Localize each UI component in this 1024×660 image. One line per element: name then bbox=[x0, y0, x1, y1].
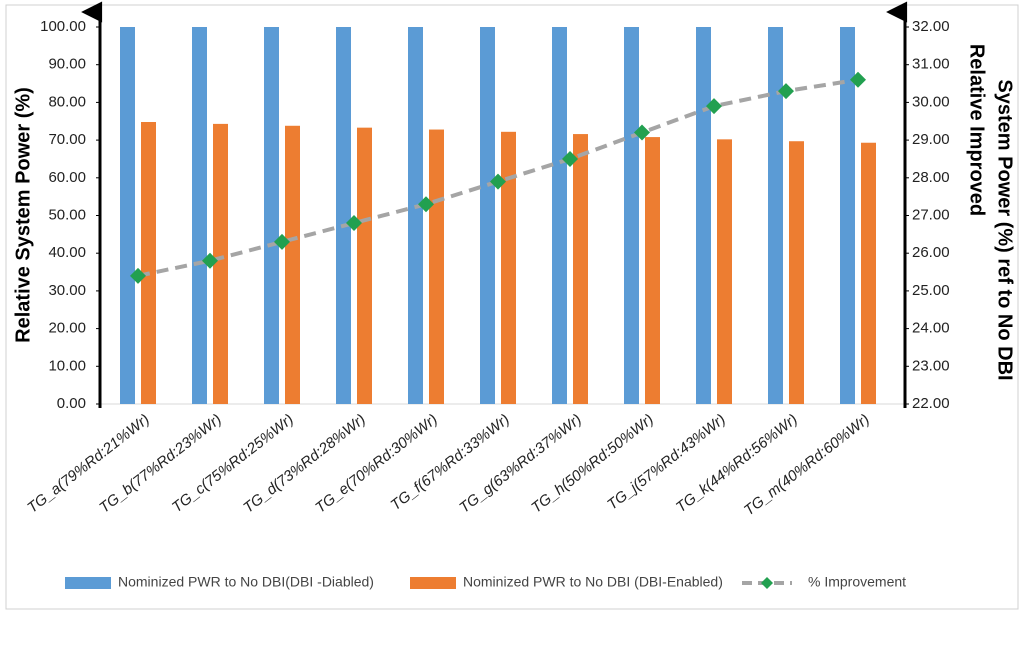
bar bbox=[861, 142, 876, 404]
y2-tick-label: 22.00 bbox=[912, 395, 950, 412]
marker bbox=[778, 83, 794, 100]
bar bbox=[768, 27, 783, 404]
y2-axis-title: Relative Improved bbox=[966, 44, 988, 216]
bar bbox=[408, 27, 423, 404]
bar bbox=[552, 27, 567, 404]
bar bbox=[501, 131, 516, 404]
y-tick-label: 60.00 bbox=[48, 169, 86, 186]
y-tick-label: 100.00 bbox=[40, 18, 86, 35]
y-tick-label: 70.00 bbox=[48, 131, 86, 148]
bar bbox=[213, 123, 228, 404]
marker bbox=[130, 267, 146, 284]
y2-tick-label: 25.00 bbox=[912, 282, 950, 299]
bar bbox=[264, 27, 279, 404]
y2-tick-label: 30.00 bbox=[912, 93, 950, 110]
y2-tick-label: 23.00 bbox=[912, 357, 950, 374]
bar bbox=[624, 27, 639, 404]
bar bbox=[573, 134, 588, 404]
marker bbox=[490, 173, 506, 190]
bar bbox=[429, 129, 444, 404]
y2-tick-label: 27.00 bbox=[912, 206, 950, 223]
y-tick-label: 80.00 bbox=[48, 93, 86, 110]
marker bbox=[706, 98, 722, 115]
y-tick-label: 10.00 bbox=[48, 357, 86, 374]
legend-swatch bbox=[65, 577, 111, 589]
marker bbox=[850, 71, 866, 88]
marker bbox=[202, 252, 218, 269]
bar bbox=[285, 125, 300, 405]
y-tick-label: 90.00 bbox=[48, 56, 86, 73]
y2-tick-label: 29.00 bbox=[912, 131, 950, 148]
legend-marker bbox=[761, 577, 773, 589]
bar bbox=[192, 27, 207, 404]
y-tick-label: 20.00 bbox=[48, 320, 86, 337]
y-axis-title: Relative System Power (%) bbox=[12, 87, 34, 343]
bar bbox=[717, 139, 732, 404]
legend-swatch bbox=[410, 577, 456, 589]
legend-label: % Improvement bbox=[808, 574, 906, 590]
bar bbox=[141, 122, 156, 404]
y2-tick-label: 24.00 bbox=[912, 320, 950, 337]
y-tick-label: 40.00 bbox=[48, 244, 86, 261]
y2-tick-label: 31.00 bbox=[912, 56, 950, 73]
y2-tick-label: 32.00 bbox=[912, 18, 950, 35]
marker bbox=[346, 215, 362, 232]
marker bbox=[562, 150, 578, 167]
y2-tick-label: 26.00 bbox=[912, 244, 950, 261]
bar bbox=[840, 27, 855, 404]
bar bbox=[120, 27, 135, 404]
legend-label: Nominized PWR to No DBI (DBI-Enabled) bbox=[463, 574, 723, 590]
legend-label: Nominized PWR to No DBI(DBI -Diabled) bbox=[118, 574, 374, 590]
y2-tick-label: 28.00 bbox=[912, 169, 950, 186]
bar bbox=[696, 27, 711, 404]
y-tick-label: 50.00 bbox=[48, 206, 86, 223]
y-tick-label: 30.00 bbox=[48, 282, 86, 299]
bar bbox=[336, 27, 351, 404]
y2-axis-title: System Power (%) ref to No DBI bbox=[994, 79, 1016, 380]
bar bbox=[480, 27, 495, 404]
y-tick-label: 0.00 bbox=[57, 395, 86, 412]
bar bbox=[357, 127, 372, 404]
bar bbox=[645, 137, 660, 405]
bar bbox=[789, 141, 804, 404]
marker bbox=[418, 196, 434, 213]
marker bbox=[634, 124, 650, 141]
marker bbox=[274, 233, 290, 250]
